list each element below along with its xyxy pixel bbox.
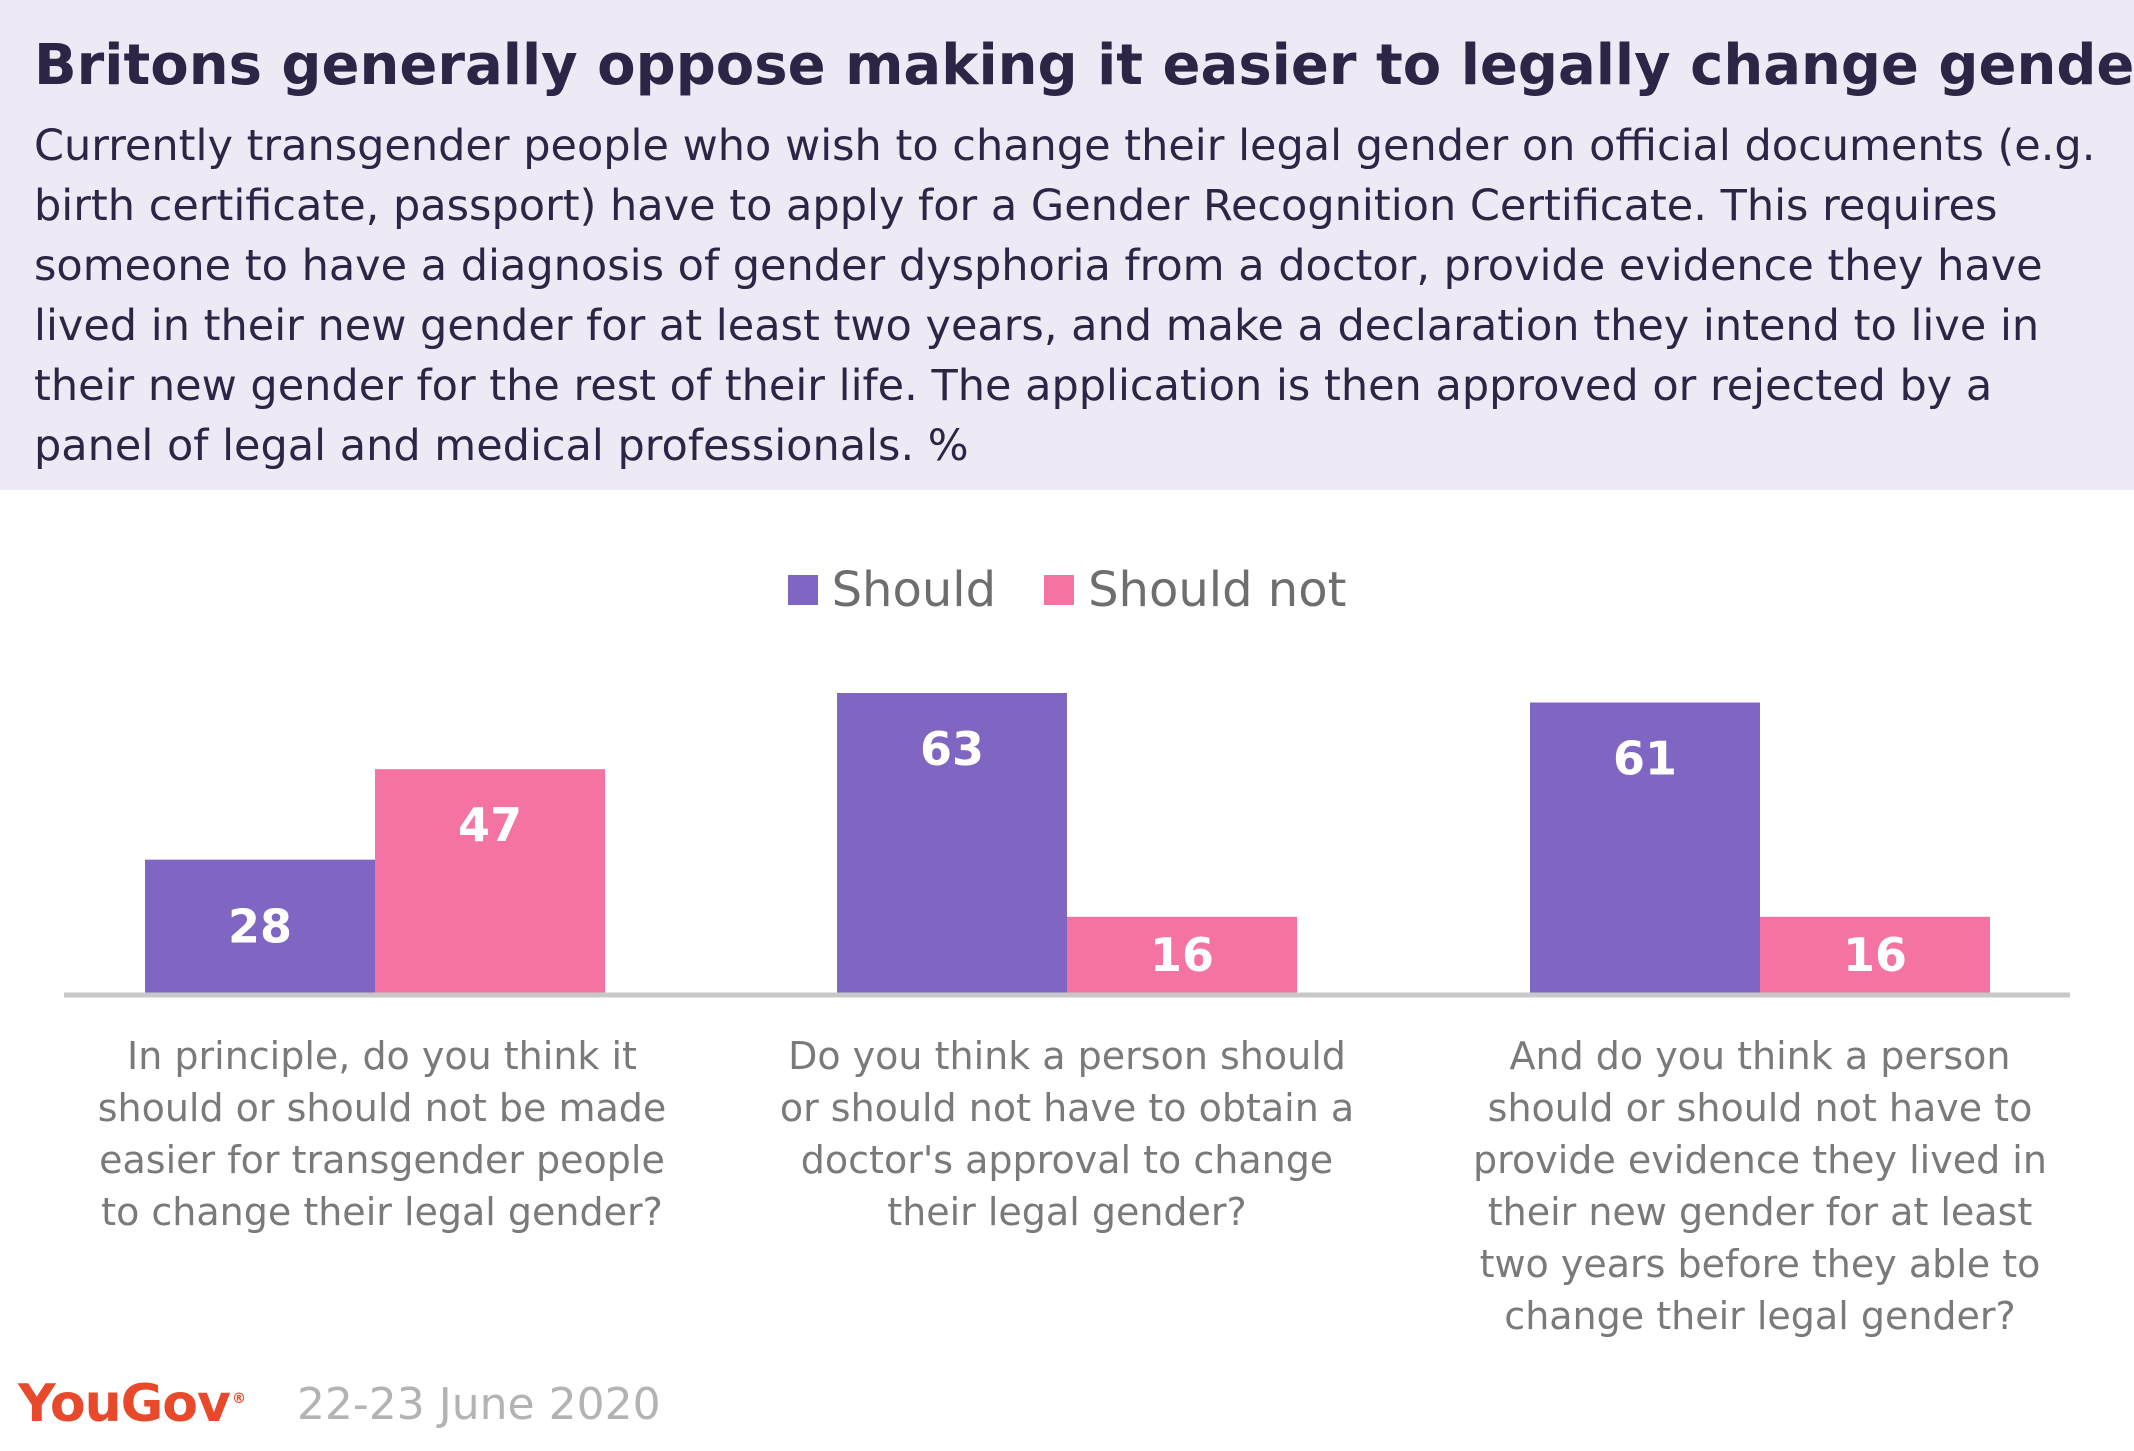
data-label-should-not-1: 47: [458, 798, 522, 852]
data-label-should-3: 61: [1613, 732, 1677, 786]
bar-should-3: [1530, 702, 1760, 993]
data-label-should-not-2: 16: [1150, 928, 1214, 982]
footer: YouGov ® 22-23 June 2020: [18, 1364, 661, 1444]
source-date: 22-23 June 2020: [296, 1378, 661, 1430]
yougov-logo: YouGov ®: [18, 1374, 246, 1434]
legend-item-should-not: Should not: [1044, 562, 1346, 618]
chart-subtitle: Currently transgender people who wish to…: [34, 121, 2096, 471]
legend-label-should: Should: [831, 562, 997, 618]
chart-title: Britons generally oppose making it easie…: [34, 33, 2134, 98]
bar-should-not-1: [375, 769, 605, 993]
data-label-should-2: 63: [920, 722, 984, 776]
header-panel: Britons generally oppose making it easie…: [0, 0, 2134, 490]
category-label-2: Do you think a person should or should n…: [779, 1034, 1355, 1234]
legend-label-should-not: Should not: [1088, 562, 1347, 618]
bar-should-not-2: [1067, 916, 1297, 993]
data-label-should-not-3: 16: [1843, 928, 1907, 982]
bar-should-2: [837, 693, 1067, 993]
legend-swatch-should: [787, 575, 818, 605]
bar-should-not-3: [1760, 916, 1990, 993]
bar-should-1: [145, 859, 375, 993]
legend: Should Should not: [0, 555, 2134, 625]
legend-item-should: Should: [787, 562, 997, 618]
data-label-should-1: 28: [228, 899, 292, 953]
category-label-3: And do you think a person should or shou…: [1473, 1034, 2047, 1338]
category-label-1: In principle, do you think it should or …: [97, 1034, 667, 1234]
legend-swatch-should-not: [1044, 575, 1075, 605]
